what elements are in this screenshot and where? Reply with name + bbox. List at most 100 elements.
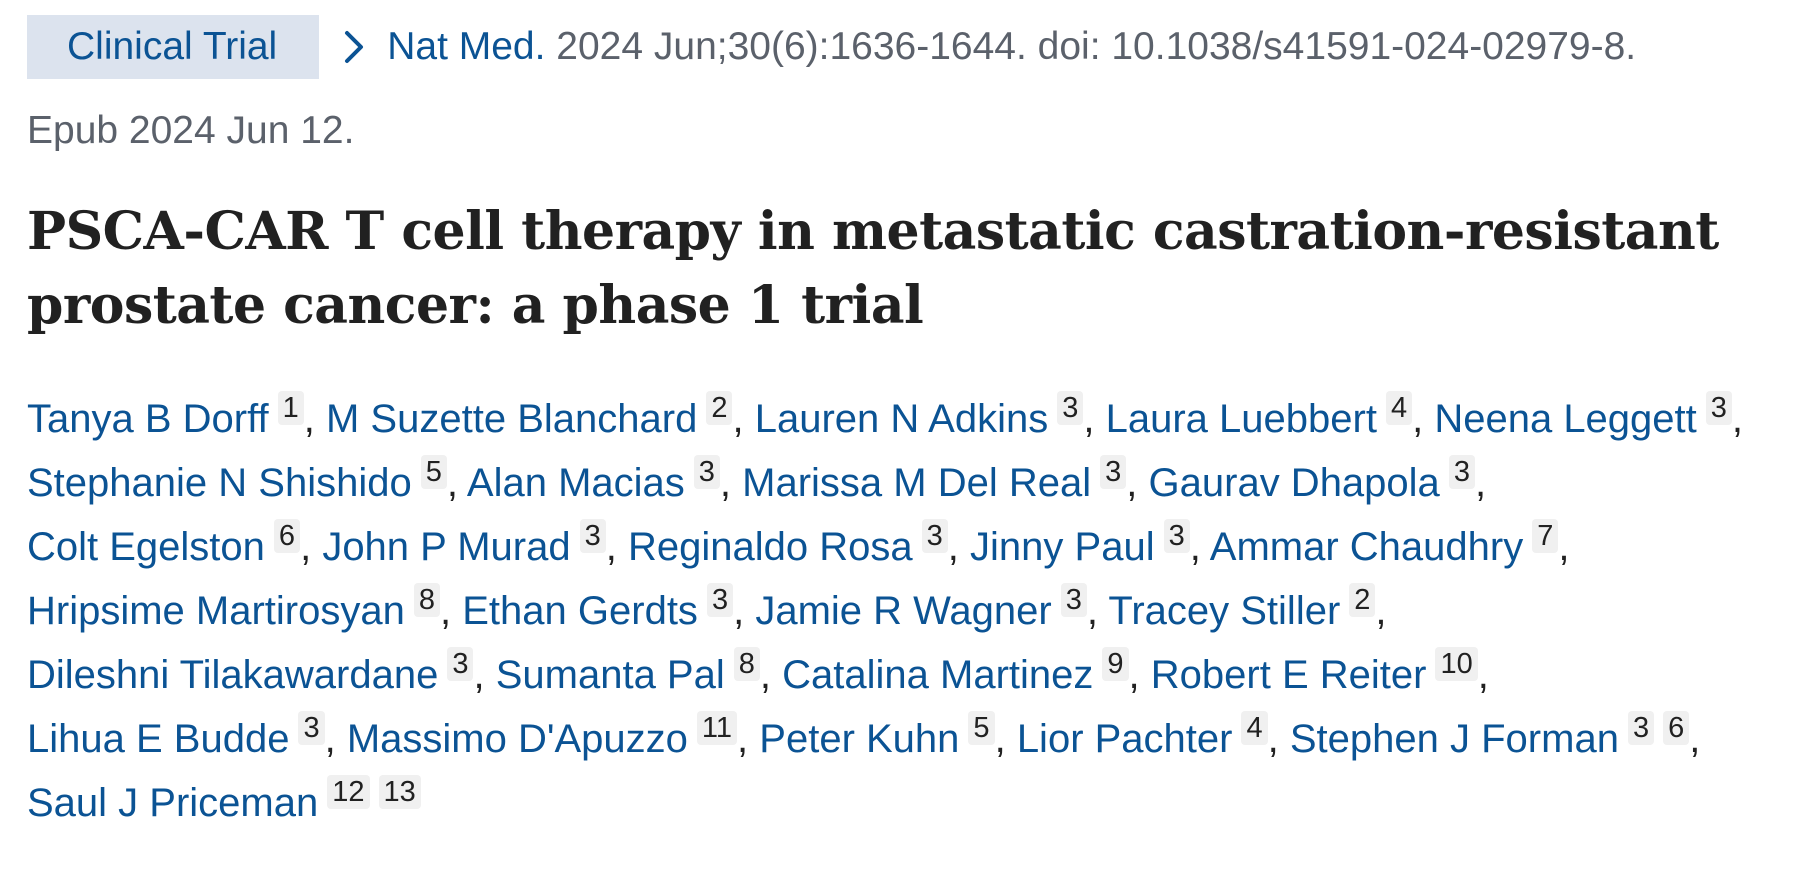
author-separator: , (473, 653, 485, 697)
author-name-link[interactable]: Ammar Chaudhry (1209, 525, 1524, 569)
affiliation-number[interactable]: 5 (420, 455, 447, 489)
author-separator: , (446, 461, 458, 505)
author-name-link[interactable]: Stephen J Forman (1289, 717, 1619, 761)
author-name-link[interactable]: Laura Luebbert (1105, 397, 1377, 441)
affiliation-number[interactable]: 4 (1241, 711, 1268, 745)
author-separator: , (440, 589, 452, 633)
author-separator: , (1412, 397, 1424, 441)
author-separator: , (303, 397, 315, 441)
affiliation-number[interactable]: 2 (1349, 583, 1376, 617)
author-name-link[interactable]: Massimo D'Apuzzo (346, 717, 688, 761)
chevron-right-icon (345, 31, 364, 63)
affiliation-number[interactable]: 4 (1385, 391, 1413, 425)
author-item: Dileshni Tilakawardane 3, (27, 647, 485, 697)
author-name-link[interactable]: Jinny Paul (970, 525, 1155, 569)
author-separator: , (1128, 653, 1140, 697)
author-name-link[interactable]: Marissa M Del Real (742, 461, 1092, 505)
author-name-link[interactable]: Stephanie N Shishido (27, 461, 412, 505)
author-item: Tracey Stiller 2, (1108, 583, 1387, 633)
author-separator: , (1558, 525, 1570, 569)
author-item: Lihua E Budde 3, (27, 711, 336, 761)
author-item: Sumanta Pal 8, (495, 647, 771, 697)
affiliation-number[interactable]: 9 (1102, 647, 1129, 681)
author-name-link[interactable]: Tracey Stiller (1108, 589, 1341, 633)
citation-line: Clinical Trial Nat Med. 2024 Jun;30(6):16… (27, 15, 1767, 79)
author-separator: , (1731, 397, 1744, 441)
author-name-link[interactable]: Reginaldo Rosa (628, 525, 913, 569)
author-separator: , (994, 717, 1006, 761)
author-item: Peter Kuhn 5, (759, 711, 1006, 761)
affiliation-number[interactable]: 11 (696, 711, 738, 745)
author-separator: , (324, 717, 336, 761)
author-name-link[interactable]: Tanya B Dorff (27, 397, 269, 441)
affiliation-number[interactable]: 8 (733, 647, 760, 681)
author-name-link[interactable]: Catalina Martinez (782, 653, 1094, 697)
affiliation-number[interactable]: 7 (1532, 519, 1559, 553)
citation-details: 2024 Jun;30(6):1636-1644. doi: 10.1038/s… (545, 25, 1637, 68)
article-title: PSCA-CAR T cell therapy in metastatic ca… (27, 201, 1719, 336)
affiliation-number[interactable]: 3 (1060, 583, 1087, 617)
affiliation-number[interactable]: 6 (273, 519, 301, 553)
author-item: Laura Luebbert 4, (1105, 391, 1424, 441)
affiliation-number[interactable]: 3 (706, 583, 734, 617)
affiliation-number[interactable]: 3 (1627, 711, 1655, 745)
author-separator: , (1083, 397, 1095, 441)
affiliation-number[interactable]: 6 (1663, 711, 1690, 745)
author-item: Lior Pachter 4, (1016, 711, 1279, 761)
author-name-link[interactable]: M Suzette Blanchard (326, 397, 698, 441)
author-separator: , (719, 461, 732, 505)
author-name-link[interactable]: Sumanta Pal (495, 653, 725, 697)
author-separator: , (1189, 525, 1201, 569)
affiliation-number[interactable]: 8 (413, 583, 440, 617)
affiliation-number[interactable]: 3 (693, 455, 720, 489)
affiliation-number[interactable]: 3 (1448, 455, 1475, 489)
affiliation-number[interactable]: 1 (277, 391, 304, 425)
clinical-trial-badge[interactable]: Clinical Trial (27, 15, 320, 79)
author-item: Gaurav Dhapola 3, (1148, 455, 1487, 505)
author-item: Tanya B Dorff 1, (27, 391, 315, 441)
affiliation-number[interactable]: 10 (1435, 647, 1478, 681)
author-name-link[interactable]: Lior Pachter (1016, 717, 1233, 761)
author-item: Stephen J Forman 3 6, (1289, 711, 1701, 761)
affiliation-number[interactable]: 13 (378, 775, 421, 809)
author-name-link[interactable]: Hripsime Martirosyan (27, 589, 405, 633)
author-name-link[interactable]: Neena Leggett (1434, 397, 1697, 441)
author-separator: , (1689, 717, 1701, 761)
affiliation-number[interactable]: 3 (1100, 455, 1127, 489)
affiliation-number[interactable]: 3 (447, 647, 474, 681)
affiliation-number[interactable]: 3 (921, 519, 948, 553)
author-name-link[interactable]: Gaurav Dhapola (1148, 461, 1440, 505)
author-name-link[interactable]: Robert E Reiter (1150, 653, 1427, 697)
author-item: Marissa M Del Real 3, (742, 455, 1137, 505)
author-name-link[interactable]: Alan Macias (466, 461, 685, 505)
author-separator: , (1477, 653, 1489, 697)
author-name-link[interactable]: Colt Egelston (27, 525, 265, 569)
author-name-link[interactable]: Lihua E Budde (27, 717, 290, 761)
author-item: M Suzette Blanchard 2, (326, 391, 744, 441)
author-separator: , (732, 397, 744, 441)
author-name-link[interactable]: Ethan Gerdts (462, 589, 698, 633)
author-separator: , (947, 525, 959, 569)
affiliation-number[interactable]: 3 (1163, 519, 1190, 553)
affiliation-number[interactable]: 3 (1057, 391, 1084, 425)
author-name-link[interactable]: Lauren N Adkins (754, 397, 1049, 441)
affiliation-number[interactable]: 3 (1705, 391, 1732, 425)
author-name-link[interactable]: John P Murad (322, 525, 571, 569)
affiliation-number[interactable]: 3 (298, 711, 325, 745)
author-name-link[interactable]: Peter Kuhn (759, 717, 960, 761)
journal-link[interactable]: Nat Med. (387, 25, 546, 68)
affiliation-number[interactable]: 5 (968, 711, 995, 745)
author-item: Colt Egelston 6, (27, 519, 311, 569)
affiliation-number[interactable]: 2 (706, 391, 733, 425)
author-separator: , (1474, 461, 1487, 505)
affiliation-number[interactable]: 3 (579, 519, 606, 553)
author-name-link[interactable]: Saul J Priceman (27, 781, 319, 825)
author-name-link[interactable]: Dileshni Tilakawardane (27, 653, 439, 697)
author-name-link[interactable]: Jamie R Wagner (755, 589, 1052, 633)
author-separator: , (605, 525, 617, 569)
affiliation-number[interactable]: 12 (327, 775, 370, 809)
author-separator: , (737, 717, 749, 761)
author-item: Ammar Chaudhry 7, (1209, 519, 1570, 569)
author-item: Catalina Martinez 9, (782, 647, 1140, 697)
author-item: Jinny Paul 3, (970, 519, 1201, 569)
